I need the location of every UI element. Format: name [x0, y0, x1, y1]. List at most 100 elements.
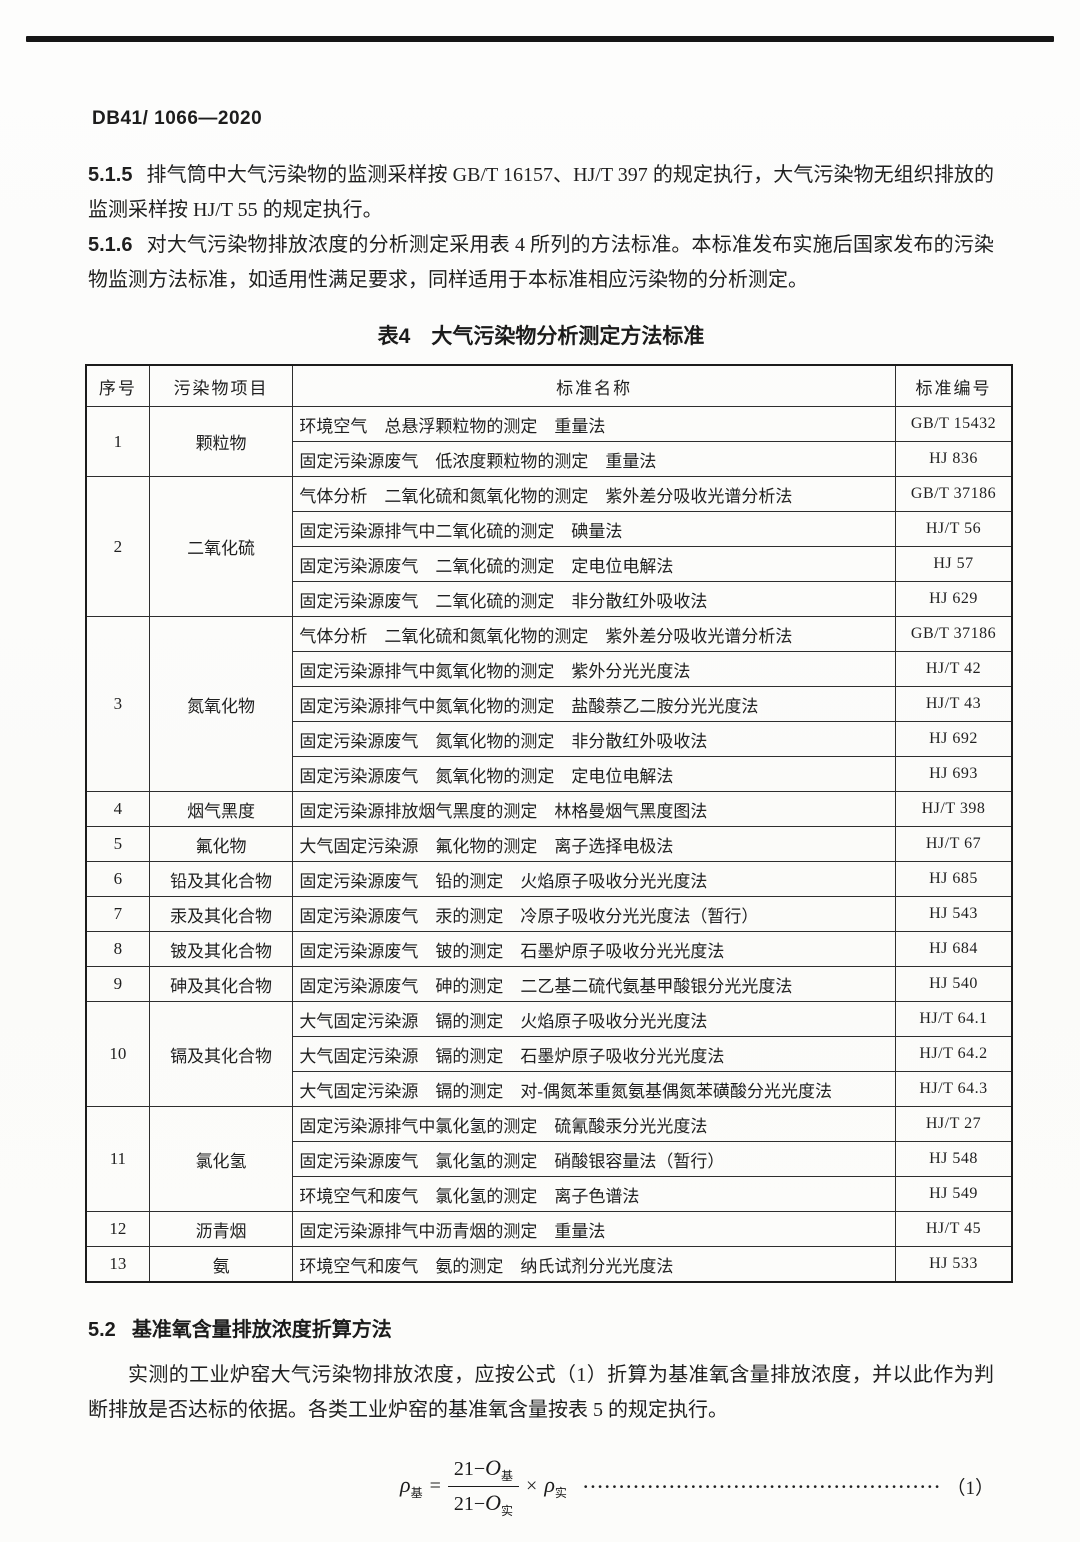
section-heading-5-2: 5.2 基准氧含量排放浓度折算方法 — [88, 1313, 994, 1342]
cell-seq: 8 — [85, 931, 150, 967]
multiply-sign: × — [526, 1475, 538, 1497]
table-row: 固定污染源排气中氮氧化物的测定 盐酸萘乙二胺分光光度法 HJ/T 43 — [86, 686, 1013, 722]
cell-seq: 2 — [85, 476, 150, 617]
table-row: 12 沥青烟 固定污染源排气中沥青烟的测定 重量法 HJ/T 45 — [85, 1211, 1013, 1247]
cell-standard-code: HJ 684 — [894, 931, 1013, 967]
cell-seq: 5 — [85, 826, 150, 862]
cell-standard-code: HJ/T 45 — [894, 1211, 1013, 1247]
cell-standard-code: HJ/T 67 — [894, 826, 1013, 862]
table-row: 10 镉及其化合物 大气固定污染源 镉的测定 火焰原子吸收分光光度法 HJ/T 64.… — [85, 1001, 1013, 1107]
cell-standard-name: 大气固定污染源 镉的测定 对-偶氮苯重氮氨基偶氮苯磺酸分光光度法 — [292, 1071, 896, 1107]
cell-standard-code: HJ 540 — [894, 966, 1013, 1002]
cell-standard-name: 大气固定污染源 镉的测定 石墨炉原子吸收分光光度法 — [292, 1036, 896, 1072]
cell-standard-code: HJ 543 — [894, 896, 1013, 932]
cell-standard-code: HJ 685 — [894, 861, 1013, 897]
clause-number: 5.1.6 — [88, 234, 133, 256]
cell-standard-code: GB/T 15432 — [894, 406, 1013, 442]
header-pollutant: 污染物项目 — [148, 364, 294, 407]
table-title: 表4 大气污染物分析测定方法标准 — [377, 325, 705, 348]
methods-table: 序号 污染物项目 标准名称 标准编号 1 颗粒物 环境空气 总悬浮颗粒物的测定 重量… — [85, 364, 1013, 1283]
cell-pollutant: 烟气黑度 — [148, 791, 294, 827]
cell-pollutant: 镉及其化合物 — [148, 1001, 294, 1107]
cell-seq: 9 — [85, 966, 150, 1002]
cell-standard-code: HJ/T 64.2 — [894, 1036, 1013, 1072]
cell-seq: 1 — [85, 406, 150, 477]
cell-standard-name: 固定污染源废气 二氧化硫的测定 定电位电解法 — [292, 546, 896, 582]
cell-pollutant: 铅及其化合物 — [148, 861, 294, 897]
cell-standard-name: 大气固定污染源 镉的测定 火焰原子吸收分光光度法 — [292, 1001, 896, 1037]
cell-pollutant: 氟化物 — [148, 826, 294, 862]
cell-seq: 7 — [85, 896, 150, 932]
cell-standard-name: 气体分析 二氧化硫和氮氧化物的测定 紫外差分吸收光谱分析法 — [292, 616, 896, 652]
cell-standard-code: HJ 57 — [894, 546, 1013, 582]
cell-standard-name: 大气固定污染源 氟化物的测定 离子选择电极法 — [292, 826, 896, 862]
cell-standard-code: HJ 533 — [894, 1246, 1013, 1283]
cell-standard-code: HJ 548 — [894, 1141, 1013, 1177]
body-paragraph: 实测的工业炉窑大气污染物排放浓度，应按公式（1）折算为基准氧含量排放浓度，并以此… — [88, 1364, 994, 1421]
cell-seq: 12 — [85, 1211, 150, 1247]
cell-standard-name: 气体分析 二氧化硫和氮氧化物的测定 紫外差分吸收光谱分析法 — [292, 476, 896, 512]
cell-standard-code: HJ/T 27 — [894, 1106, 1013, 1142]
header-rule — [26, 36, 1054, 42]
table-row: 6 铅及其化合物 固定污染源废气 铅的测定 火焰原子吸收分光光度法 HJ 685 — [85, 861, 1013, 897]
dot-leader: ········································… — [582, 1476, 941, 1496]
table-row: 大气固定污染源 镉的测定 石墨炉原子吸收分光光度法 HJ/T 64.2 — [86, 1036, 1013, 1072]
cell-standard-name: 固定污染源废气 铍的测定 石墨炉原子吸收分光光度法 — [292, 931, 896, 967]
cell-seq: 10 — [85, 1001, 150, 1107]
clause-text: 排气筒中大气污染物的监测采样按 GB/T 16157、HJ/T 397 的规定执… — [88, 164, 994, 221]
table-row: 环境空气和废气 氯化氢的测定 离子色谱法 HJ 549 — [86, 1176, 1013, 1212]
fraction-numerator: 21−O基 — [447, 1454, 520, 1487]
cell-standard-name: 环境空气和废气 氯化氢的测定 离子色谱法 — [292, 1176, 896, 1212]
cell-standard-code: HJ/T 64.3 — [894, 1071, 1013, 1107]
table-row: 固定污染源废气 氮氧化物的测定 非分散红外吸收法 HJ 692 — [86, 721, 1013, 757]
table-row: 2 二氧化硫 气体分析 二氧化硫和氮氧化物的测定 紫外差分吸收光谱分析法 GB/T 3… — [85, 476, 1013, 617]
formula-rhs: ρ实 — [544, 1471, 567, 1501]
cell-standard-name: 固定污染源排气中氯化氢的测定 硫氰酸汞分光光度法 — [292, 1106, 896, 1142]
table-row: 固定污染源废气 二氧化硫的测定 非分散红外吸收法 HJ 629 — [86, 581, 1013, 617]
cell-standard-code: HJ 629 — [894, 581, 1013, 617]
equation-number: （1） — [946, 1478, 994, 1499]
cell-standard-name: 固定污染源废气 低浓度颗粒物的测定 重量法 — [292, 441, 896, 477]
cell-standard-code: HJ 692 — [894, 721, 1013, 757]
table-row: 4 烟气黑度 固定污染源排放烟气黑度的测定 林格曼烟气黑度图法 HJ/T 398 — [85, 791, 1013, 827]
cell-standard-name: 固定污染源废气 二氧化硫的测定 非分散红外吸收法 — [292, 581, 896, 617]
table-row: 固定污染源废气 氮氧化物的测定 定电位电解法 HJ 693 — [86, 756, 1013, 792]
page-content: 5.1.5 排气筒中大气污染物的监测采样按 GB/T 16157、HJ/T 397… — [85, 158, 1013, 1519]
cell-seq: 6 — [85, 861, 150, 897]
cell-standard-code: HJ 836 — [894, 441, 1013, 477]
cell-standard-name: 固定污染源排气中二氧化硫的测定 碘量法 — [292, 511, 896, 547]
section-number: 5.2 — [88, 1319, 116, 1341]
document-number: DB41/ 1066—2020 — [92, 108, 263, 129]
cell-standard-name: 固定污染源排气中氮氧化物的测定 紫外分光光度法 — [292, 651, 896, 687]
clause-number: 5.1.5 — [88, 164, 133, 186]
formula-1: ρ基 = 21−O基 21−O实 × ρ实 ··················… — [88, 1454, 994, 1519]
table-row: 固定污染源排气中氮氧化物的测定 紫外分光光度法 HJ/T 42 — [86, 651, 1013, 687]
table-header-row: 序号 污染物项目 标准名称 标准编号 — [85, 364, 1013, 407]
table-row: 13 氨环境空气和废气 氨的测定 纳氏试剂分光光度法 HJ 533 — [85, 1246, 1013, 1283]
cell-standard-code: HJ/T 43 — [894, 686, 1013, 722]
formula-fraction: 21−O基 21−O实 — [447, 1454, 520, 1519]
cell-seq: 4 — [85, 791, 150, 827]
cell-pollutant: 铍及其化合物 — [148, 931, 294, 967]
cell-standard-name: 环境空气 总悬浮颗粒物的测定 重量法 — [292, 406, 896, 442]
cell-pollutant: 二氧化硫 — [148, 476, 294, 617]
cell-standard-name: 固定污染源废气 汞的测定 冷原子吸收分光光度法（暂行） — [292, 896, 896, 932]
fraction-denominator: 21−O实 — [453, 1490, 514, 1518]
section-title: 基准氧含量排放浓度折算方法 — [131, 1319, 392, 1341]
cell-pollutant: 沥青烟 — [148, 1211, 294, 1247]
cell-standard-code: HJ/T 42 — [894, 651, 1013, 687]
cell-standard-name: 固定污染源排气中沥青烟的测定 重量法 — [292, 1211, 896, 1247]
cell-standard-name: 固定污染源废气 氮氧化物的测定 定电位电解法 — [292, 756, 896, 792]
cell-standard-name: 固定污染源排放烟气黑度的测定 林格曼烟气黑度图法 — [292, 791, 896, 827]
cell-standard-code: HJ/T 64.1 — [894, 1001, 1013, 1037]
cell-standard-code: GB/T 37186 — [894, 616, 1013, 652]
cell-standard-code: HJ 693 — [894, 756, 1013, 792]
header-seq: 序号 — [85, 364, 150, 407]
paragraph-5-1-5: 5.1.5 排气筒中大气污染物的监测采样按 GB/T 16157、HJ/T 397… — [88, 158, 994, 228]
cell-seq: 13 — [85, 1246, 150, 1283]
header-standard-code: 标准编号 — [894, 364, 1013, 407]
cell-pollutant: 砷及其化合物 — [148, 966, 294, 1002]
table-row: 固定污染源废气 低浓度颗粒物的测定 重量法 HJ 836 — [86, 441, 1013, 477]
cell-standard-name: 环境空气和废气 氨的测定 纳氏试剂分光光度法 — [292, 1246, 896, 1283]
